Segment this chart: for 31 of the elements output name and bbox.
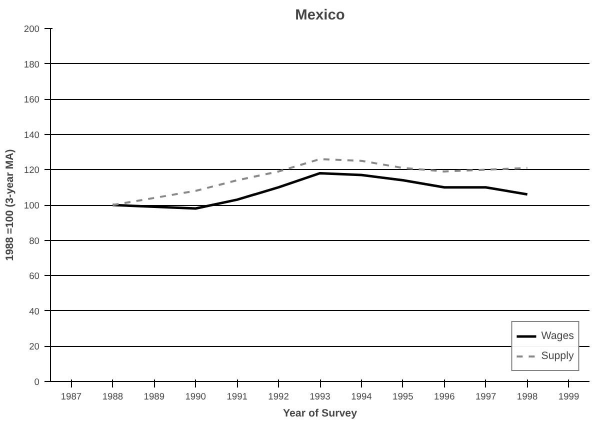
- x-tick-label: 1994: [351, 392, 372, 402]
- y-tick-label: 100: [24, 200, 40, 210]
- y-tick-label: 60: [29, 271, 40, 282]
- legend-label: Supply: [541, 350, 574, 362]
- x-tick-label: 1991: [226, 392, 248, 402]
- x-tick-label: 1996: [434, 392, 455, 402]
- x-tick-label: 1987: [60, 392, 82, 402]
- chart-title: Mexico: [295, 8, 345, 24]
- y-tick-label: 160: [24, 94, 40, 105]
- y-axis-title: 1988 =100 (3-year MA): [4, 148, 16, 261]
- y-tick-label: 0: [34, 377, 40, 387]
- x-tick-label: 1989: [144, 392, 165, 402]
- x-tick-label: 1998: [516, 392, 538, 402]
- y-tick-label: 200: [24, 24, 40, 34]
- x-tick-label: 1997: [475, 392, 496, 402]
- y-tick-label: 20: [29, 342, 40, 352]
- y-tick-label: 80: [29, 236, 40, 246]
- line-series: [111, 172, 529, 210]
- x-tick-label: 1992: [268, 392, 289, 402]
- y-tick-label: 40: [29, 306, 40, 316]
- y-tick-label: 140: [24, 130, 40, 140]
- x-tick-label: 1999: [558, 392, 580, 402]
- x-tick-label: 1990: [185, 392, 206, 402]
- x-tick-label: 1995: [392, 392, 414, 402]
- y-tick-label: 120: [24, 165, 40, 176]
- y-tick-label: 180: [24, 59, 40, 70]
- line-series: [112, 158, 528, 206]
- x-tick-label: 1988: [102, 392, 124, 402]
- x-axis-title: Year of Survey: [282, 408, 358, 420]
- x-tick-label: 1993: [310, 392, 330, 402]
- legend-label: Wages: [541, 330, 574, 342]
